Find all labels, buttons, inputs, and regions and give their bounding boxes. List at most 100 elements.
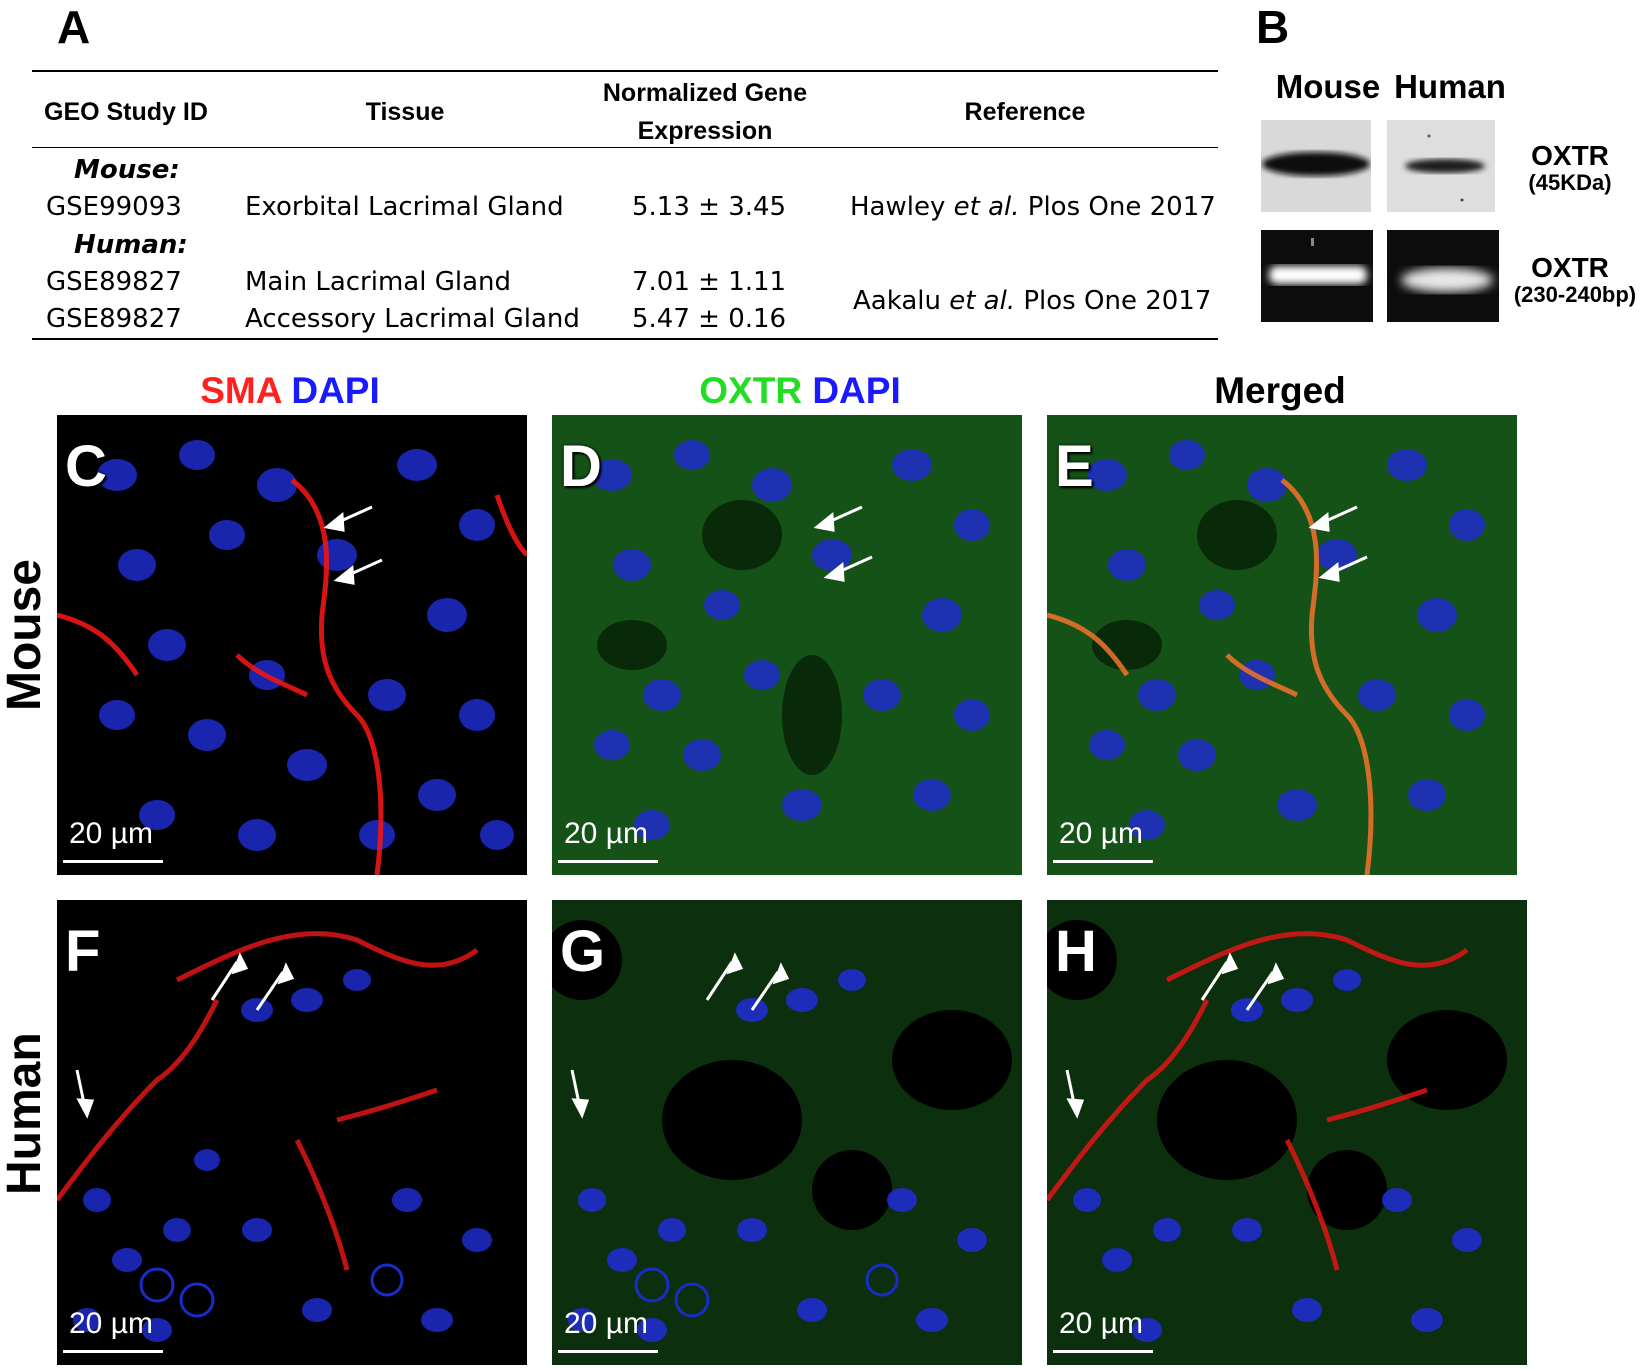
micrograph-f-image (57, 931, 492, 1342)
micrograph-e-image (1047, 415, 1517, 875)
header-expression-line1: Normalized Gene (602, 79, 808, 107)
column-header-dapi-1: DAPI (291, 370, 380, 411)
arrows (75, 952, 295, 1119)
row2-tissue: Main Lacrimal Gland (245, 267, 511, 297)
sma-fibers (1047, 931, 1469, 1271)
column-header-merged: Merged (1214, 370, 1346, 411)
human-reference: Aakalu et al. Plos One 2017 (853, 283, 1211, 319)
scale-text-c: 20 µm (69, 817, 153, 850)
micrograph-g: G 20 µm (552, 900, 1022, 1365)
micrograph-c: C 20 µm (57, 415, 527, 875)
arrows (813, 505, 873, 582)
micrograph-h: H 20 µm (1047, 900, 1527, 1365)
column-header-sma: SMA (200, 370, 282, 411)
row1-ref-author: Hawley (850, 192, 954, 222)
panel-label-e: E (1055, 434, 1094, 499)
blot-col-mouse: Mouse (1275, 68, 1381, 105)
panel-label-a: A (57, 1, 91, 53)
scale-text-e: 20 µm (1059, 817, 1143, 850)
row1-ref-rest: Plos One 2017 (1019, 192, 1216, 222)
dark-lumen (552, 920, 1012, 1230)
arrows (1065, 952, 1285, 1119)
western-blot-mouse (1261, 120, 1371, 212)
row3-tissue: Accessory Lacrimal Gland (245, 304, 580, 334)
scale-bar-c (63, 860, 163, 863)
pcr-gel-mouse (1261, 230, 1373, 322)
western-band-human (1405, 134, 1485, 202)
western-blot-human (1387, 120, 1495, 212)
pcr-sublabel: (230-240bp) (1513, 282, 1637, 307)
pcr-band-human (1401, 268, 1493, 292)
panel-label-f: F (65, 919, 101, 984)
nuclei (592, 440, 990, 840)
nuclei (97, 440, 514, 851)
group-label-mouse: Mouse: (74, 155, 180, 185)
row-header-human: Human (0, 1032, 51, 1195)
pcr-label: OXTR (1531, 252, 1609, 283)
scale-bar-h (1053, 1350, 1153, 1353)
row1-ref-etal: et al. (953, 192, 1020, 222)
row2-id: GSE89827 (46, 267, 182, 297)
sma-fibers (1047, 478, 1374, 875)
dark-regions (1092, 500, 1277, 670)
dark-lumen (1047, 920, 1507, 1230)
sma-fibers (57, 478, 527, 875)
scale-text-d: 20 µm (564, 817, 648, 850)
header-reference: Reference (964, 98, 1086, 126)
western-label: OXTR (1531, 140, 1609, 171)
micrograph-d-image (552, 415, 1022, 875)
scale-text-g: 20 µm (564, 1307, 648, 1340)
scale-bar-e (1053, 860, 1153, 863)
panel-label-c: C (65, 434, 107, 499)
blot-col-human: Human (1394, 68, 1506, 105)
column-header-dapi-2: DAPI (812, 370, 901, 411)
scale-bar-d (558, 860, 658, 863)
western-sublabel: (45KDa) (1528, 170, 1612, 195)
column-header-sma-dapi: SMA DAPI (160, 370, 420, 412)
pcr-band-mouse (1269, 238, 1367, 284)
scale-text-f: 20 µm (69, 1307, 153, 1340)
western-band-mouse (1262, 152, 1370, 176)
table-top-rule (32, 70, 1218, 72)
micrograph-c-image (57, 440, 527, 875)
row1-id: GSE99093 (46, 192, 182, 222)
scale-bar-g (558, 1350, 658, 1353)
panel-label-g: G (560, 919, 606, 984)
human-ref-rest: Plos One 2017 (1015, 286, 1212, 316)
panel-label-b: B (1256, 1, 1290, 53)
micrograph-f: F 20 µm (57, 900, 527, 1365)
micrograph-g-image (552, 900, 1022, 1365)
row1-tissue: Exorbital Lacrimal Gland (245, 192, 564, 222)
table-bottom-rule (32, 338, 1218, 340)
dark-regions (597, 500, 842, 775)
column-header-oxtr-dapi: OXTR DAPI (650, 370, 950, 412)
human-ref-etal: et al. (949, 286, 1016, 316)
row3-value: 5.47 ± 0.16 (632, 304, 787, 334)
row1-reference: Hawley et al. Plos One 2017 (850, 189, 1216, 225)
panel-label-d: D (560, 434, 602, 499)
arrows (1308, 505, 1368, 582)
header-expression-line2: Expression (637, 117, 773, 145)
scale-bar-f (63, 1350, 163, 1353)
row2-value: 7.01 ± 1.11 (632, 267, 787, 297)
group-label-human: Human: (74, 230, 188, 260)
arrows (570, 952, 790, 1119)
table-header-rule (32, 147, 1218, 148)
header-study-id: GEO Study ID (44, 98, 208, 126)
row3-id: GSE89827 (46, 304, 182, 334)
column-header-oxtr: OXTR (699, 370, 803, 411)
ring-nuclei (139, 1263, 404, 1318)
pcr-gel-human (1387, 230, 1499, 322)
header-tissue: Tissue (365, 98, 445, 126)
human-ref-author: Aakalu (853, 286, 950, 316)
micrograph-e: E 20 µm (1047, 415, 1517, 875)
row-header-mouse: Mouse (0, 559, 51, 712)
sma-fibers (57, 931, 479, 1271)
micrograph-h-image (1047, 900, 1527, 1365)
panel-label-h: H (1055, 919, 1097, 984)
nuclei (1073, 969, 1482, 1342)
row1-value: 5.13 ± 3.45 (632, 192, 787, 222)
ring-nuclei (634, 1263, 899, 1318)
scale-text-h: 20 µm (1059, 1307, 1143, 1340)
nuclei (1087, 440, 1485, 840)
